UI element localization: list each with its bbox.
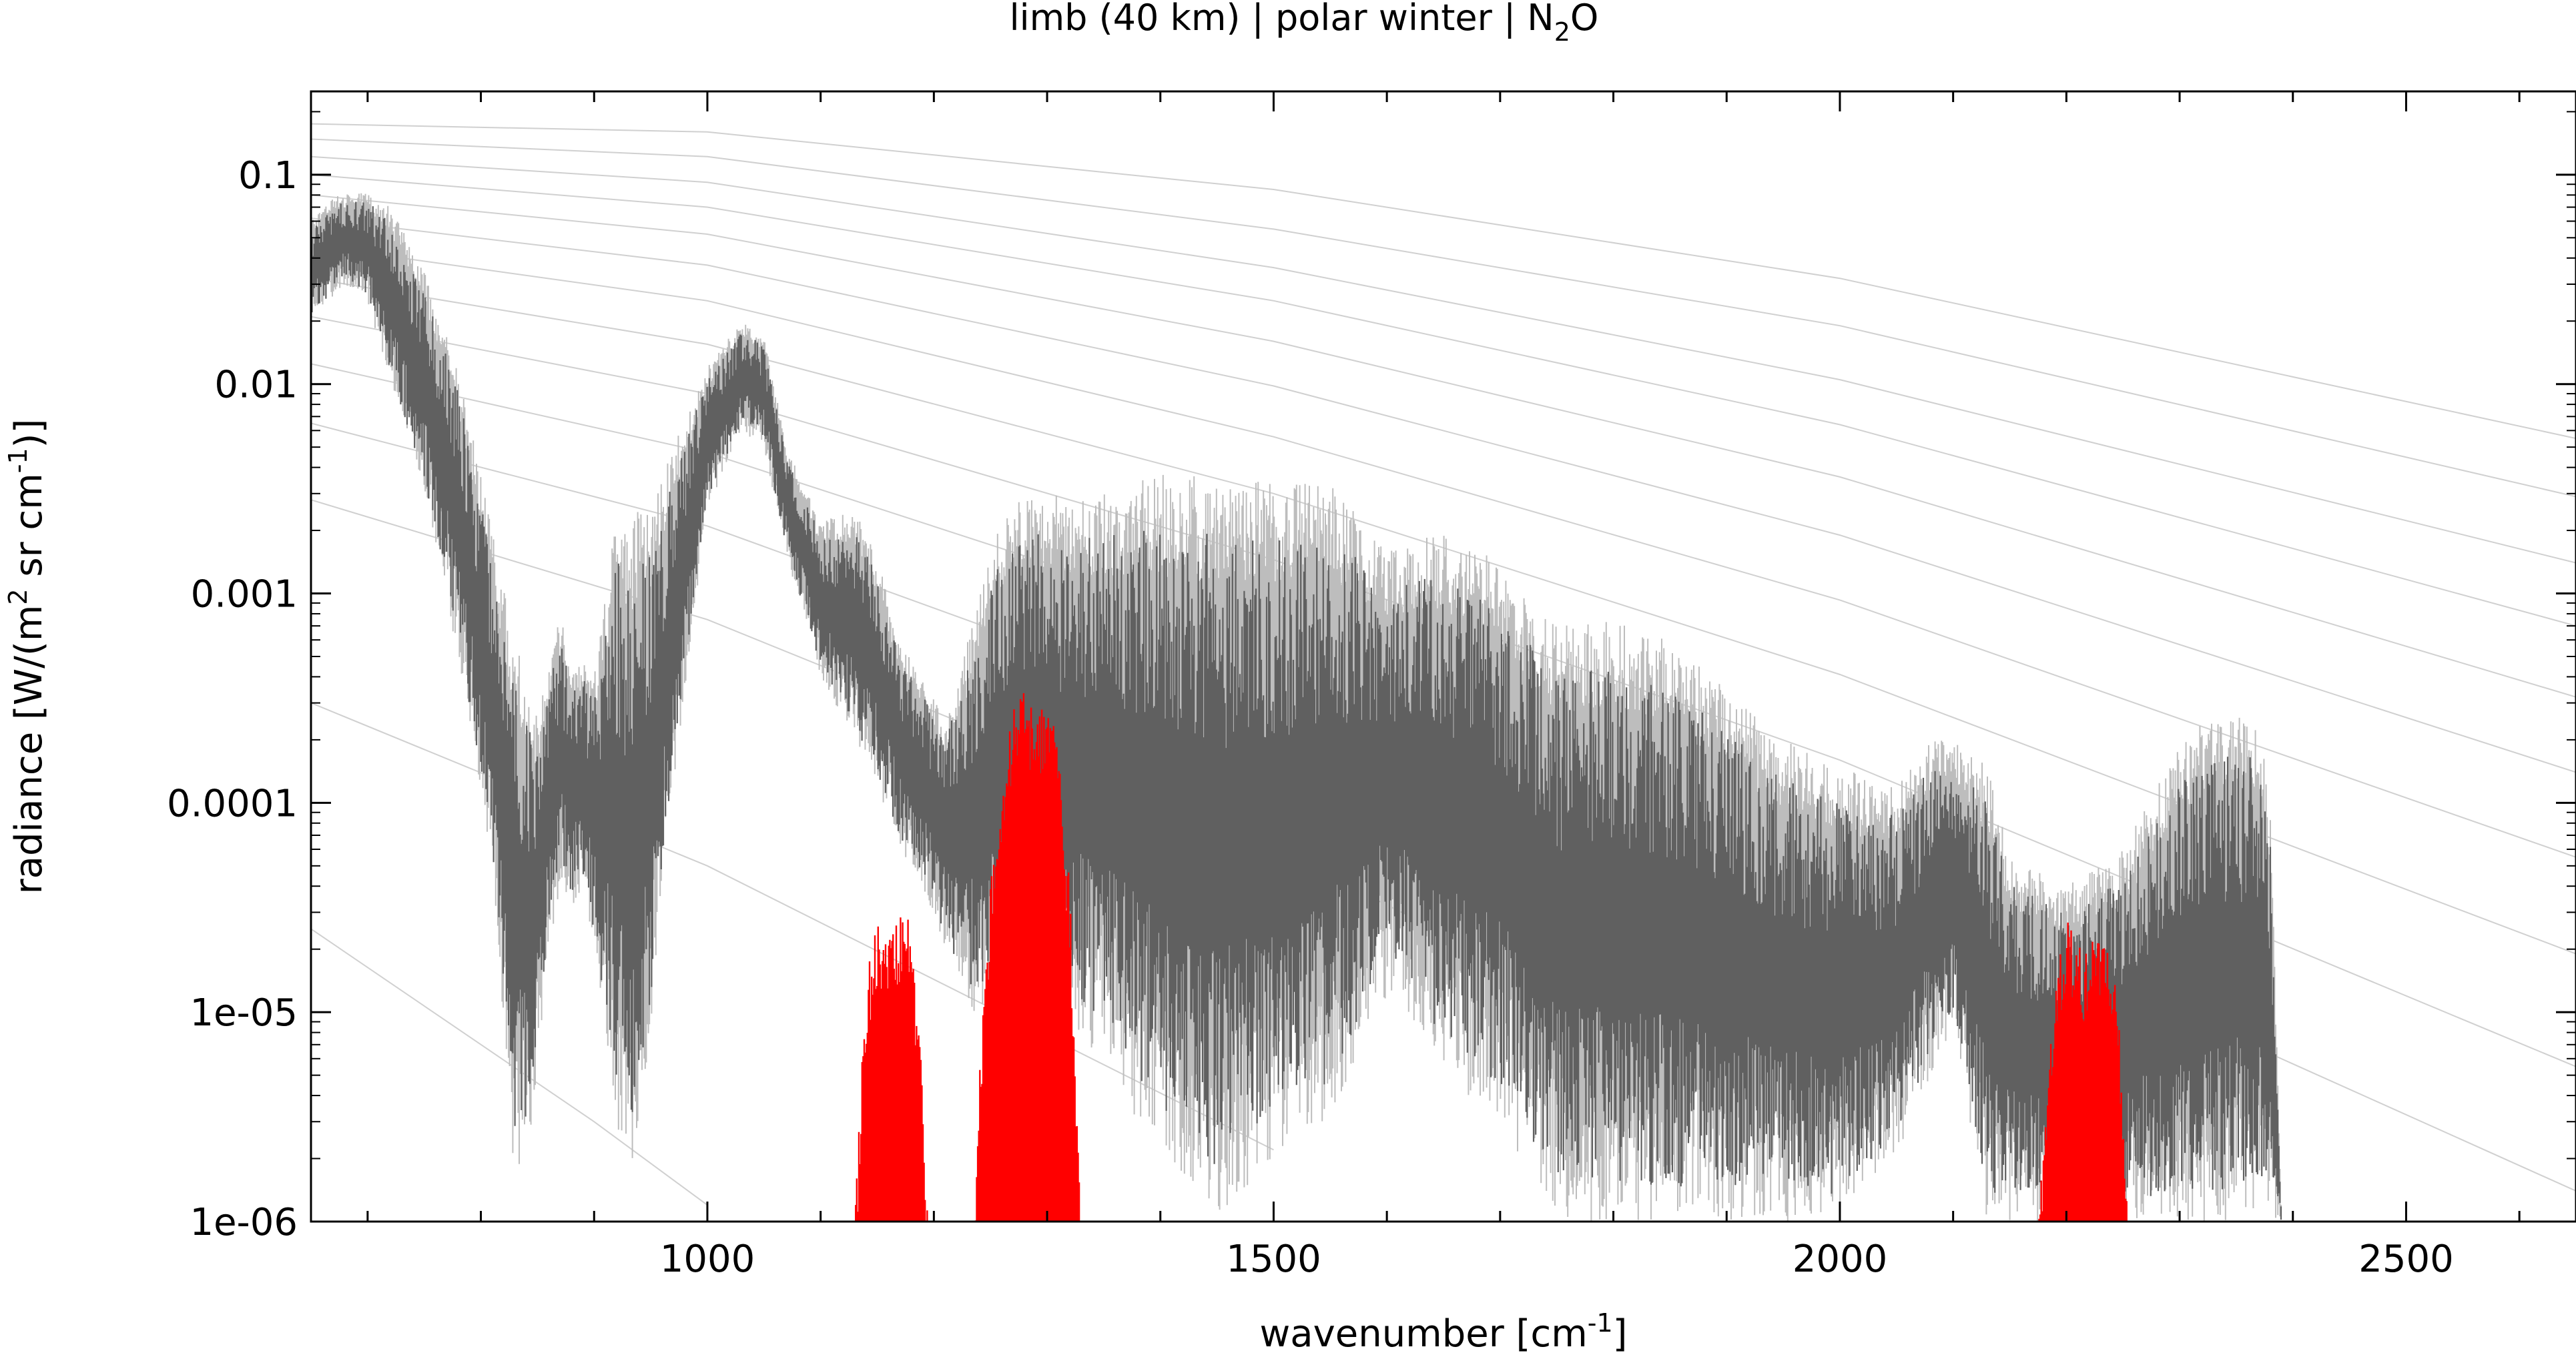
total-spectrum-dark	[311, 201, 2282, 1220]
chart-title: limb (40 km) | polar winter | N2O	[1010, 0, 1599, 47]
target-band-2	[2037, 922, 2129, 1222]
axis-ticks: 1000 1500 2000 2500 0.1 0.01 0.001 0.0001 1e-05 1…	[167, 91, 2576, 1281]
reference-curve-12	[311, 702, 1274, 1151]
ylabel-part1: radiance [W/(m	[7, 605, 51, 895]
x-tick-label-1000: 1000	[660, 1238, 755, 1281]
xlabel-suffix: ]	[1613, 1312, 1628, 1356]
ylabel-part2: sr cm	[7, 473, 51, 588]
target-band-1	[972, 693, 1081, 1222]
reference-curve-3	[311, 173, 2576, 627]
reference-curve-5	[311, 217, 2576, 773]
series-target-spectrum	[854, 693, 2129, 1222]
x-tick-label-2500: 2500	[2358, 1238, 2454, 1281]
y-tick-label-0.1: 0.1	[238, 154, 298, 197]
target-band-0	[854, 917, 928, 1222]
y-tick-label-1e-06: 1e-06	[190, 1201, 298, 1244]
xlabel-sup: -1	[1588, 1308, 1613, 1338]
ylabel-part3: )]	[7, 419, 51, 448]
x-tick-label-2000: 2000	[1793, 1238, 1888, 1281]
ylabel-sup2: -1	[3, 448, 33, 473]
reference-curve-2	[311, 155, 2576, 564]
x-tick-label-1500: 1500	[1226, 1238, 1321, 1281]
plot-clip	[311, 123, 2576, 1222]
ylabel-sup1: 2	[3, 588, 33, 604]
y-tick-label-0.0001: 0.0001	[167, 782, 298, 825]
reference-curve-0	[311, 123, 2576, 440]
title-prefix: limb (40 km) | polar winter | N	[1010, 0, 1554, 39]
x-axis-label: wavenumber [cm-1]	[1259, 1308, 1627, 1356]
series-total-spectrum	[311, 193, 2282, 1222]
title-suffix: O	[1570, 0, 1599, 39]
title-subscript: 2	[1554, 17, 1570, 47]
reference-curve-4	[311, 194, 2576, 698]
y-tick-label-0.001: 0.001	[191, 573, 298, 616]
y-tick-label-1e-05: 1e-05	[190, 991, 298, 1035]
reference-curve-6	[311, 244, 2576, 858]
reference-curve-1	[311, 138, 2576, 498]
reference-curve-13	[311, 928, 708, 1206]
reference-curve-7	[311, 278, 2576, 955]
y-tick-label-0.01: 0.01	[214, 364, 298, 407]
y-axis-label: radiance [W/(m2 sr cm-1)]	[3, 419, 51, 895]
xlabel-prefix: wavenumber [cm	[1259, 1312, 1587, 1356]
